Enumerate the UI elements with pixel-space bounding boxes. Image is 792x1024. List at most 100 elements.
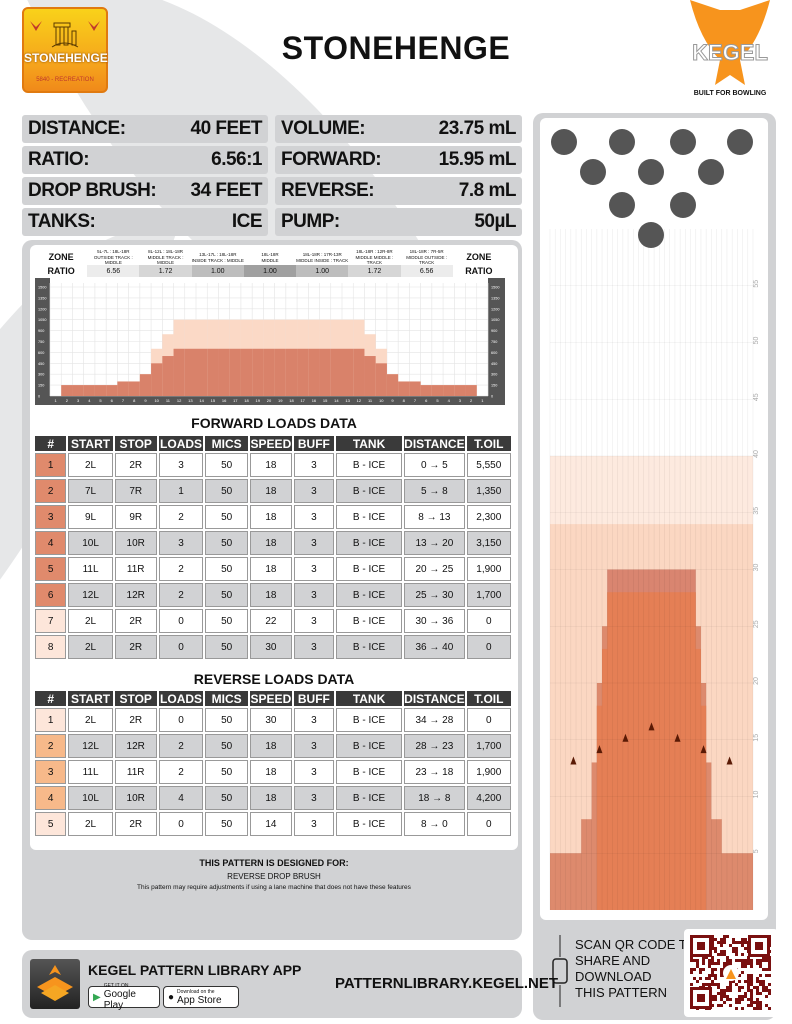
table-cell: 3	[293, 505, 334, 529]
bar-forward	[72, 385, 84, 396]
stat-label: FORWARD:	[281, 149, 382, 170]
table-cell: 3,150	[466, 531, 511, 555]
table-row: 5 11L 11R 2 50 18 3 B - ICE 20 → 25 1,900	[35, 557, 511, 581]
y-tick-label: 0	[38, 395, 40, 399]
table-cell: B - ICE	[335, 760, 403, 784]
zone-range: 18L-18R : 17R-13R	[302, 251, 342, 257]
column-header: STOP	[114, 436, 157, 451]
table-cell: 7R	[114, 479, 157, 503]
table-cell: 3	[293, 583, 334, 607]
x-tick-label: 17	[300, 398, 305, 403]
table-cell: 3	[158, 453, 204, 477]
y-tick-label: 750	[38, 340, 44, 344]
pin-icon	[698, 159, 724, 185]
bar-forward	[61, 385, 73, 396]
forward-loads-title: FORWARD LOADS DATA	[191, 415, 357, 431]
table-cell: 50	[205, 734, 248, 758]
pattern-library-url[interactable]: PATTERNLIBRARY.KEGEL.NET	[335, 975, 559, 992]
lane-feet-label: 15	[753, 734, 760, 742]
zone-ratio: 1.00	[296, 265, 349, 277]
table-cell: 2,300	[466, 505, 511, 529]
bar-forward	[330, 348, 342, 396]
x-tick-label: 20	[267, 398, 272, 403]
y-tick-label: 450	[491, 362, 497, 366]
lane-feet-label: 50	[753, 337, 760, 345]
table-cell: 8	[35, 635, 67, 659]
qr-text-line: DOWNLOAD	[575, 969, 652, 984]
table-cell: 18	[249, 734, 292, 758]
stat-value: 34 FEET	[190, 180, 263, 201]
table-cell: 1	[158, 479, 204, 503]
lane-feet-label: 20	[753, 677, 760, 685]
column-header: TANK	[335, 691, 403, 706]
pin-icon	[670, 129, 696, 155]
bar-forward	[465, 385, 477, 396]
x-tick-label: 8	[133, 398, 136, 403]
bar-forward	[443, 385, 455, 396]
x-tick-label: 7	[122, 398, 125, 403]
lane-feet-label: 40	[753, 450, 760, 458]
table-cell: 30 → 36	[404, 609, 465, 633]
bar-forward	[308, 348, 320, 396]
bar-forward	[342, 348, 354, 396]
zone-column: 5L-7L : 18L-18R OUTSIDE TRACK : MIDDLE 6.5…	[87, 249, 140, 278]
stat-value: 7.8 mL	[458, 180, 517, 201]
bar-forward	[240, 348, 253, 396]
y-tick-label: 1200	[38, 307, 46, 311]
x-tick-label: 16	[222, 398, 227, 403]
table-cell: 5 → 8	[404, 479, 465, 503]
app-icon	[30, 959, 80, 1009]
x-tick-label: 9	[391, 398, 394, 403]
qr-code[interactable]	[684, 929, 778, 1017]
x-tick-label: 6	[425, 398, 428, 403]
y-tick-label: 750	[491, 340, 497, 344]
zone-column: 18L-18R : 12R-8R MIDDLE MIDDLE : TRACK 1.7…	[348, 249, 401, 278]
target-arrow-icon	[726, 756, 733, 765]
table-cell: 3	[35, 760, 67, 784]
table-cell: 4	[35, 531, 67, 555]
app-store-button[interactable]: ● Download on the App Store	[163, 986, 239, 1008]
zone-ratio: 6.56	[87, 265, 140, 277]
bar-forward	[94, 385, 107, 396]
stat-reverse: REVERSE: 7.8 mL	[275, 177, 522, 205]
bar-forward	[173, 348, 185, 396]
y-tick-label: 1500	[491, 286, 499, 290]
column-header: SPEED	[249, 436, 292, 451]
pin-icon	[551, 129, 577, 155]
table-cell: 14	[249, 812, 292, 836]
bar-forward	[218, 348, 230, 396]
table-cell: B - ICE	[335, 786, 403, 810]
designed-for-note: This pattern may require adjustments if …	[137, 884, 411, 891]
target-arrow-icon	[570, 756, 577, 765]
bar-forward	[196, 348, 208, 396]
zone-ratio-table: ZONE RATIO 5L-7L : 18L-18R OUTSIDE TRACK :…	[35, 249, 505, 278]
y-tick-label: 900	[38, 329, 44, 333]
zone-name: MIDDLE MIDDLE : TRACK	[355, 254, 394, 266]
google-play-button[interactable]: ▶ GET IT ON Google Play	[88, 983, 160, 1011]
column-header: #	[35, 691, 67, 706]
table-cell: 6	[35, 583, 67, 607]
table-cell: 2	[158, 505, 204, 529]
table-cell: 3	[293, 760, 334, 784]
bar-forward	[274, 348, 286, 396]
zone-range: 18L-18R	[261, 251, 279, 257]
app-store-label: App Store	[177, 994, 222, 1006]
table-cell: 36 → 40	[404, 635, 465, 659]
qr-instructions: SCAN QR CODE TO SHARE AND DOWNLOAD THIS …	[575, 937, 697, 1001]
table-cell: 2R	[114, 609, 157, 633]
qr-text-line: THIS PATTERN	[575, 985, 667, 1000]
table-cell: 13 → 20	[404, 531, 465, 555]
target-arrow-icon	[622, 733, 629, 742]
table-cell: B - ICE	[335, 453, 403, 477]
column-header: LOADS	[158, 436, 204, 451]
qr-code-icon	[690, 935, 771, 1010]
stonehenge-icon	[30, 21, 100, 48]
bar-forward	[128, 381, 140, 396]
y-tick-label: 0	[491, 395, 493, 399]
lane-feet-label: 30	[753, 564, 760, 572]
y-tick-label: 1350	[38, 296, 46, 300]
table-row: 4 10L 10R 3 50 18 3 B - ICE 13 → 20 3,150	[35, 531, 511, 555]
table-cell: 50	[205, 557, 248, 581]
x-tick-label: 1	[54, 398, 57, 403]
pin-icon	[609, 129, 635, 155]
